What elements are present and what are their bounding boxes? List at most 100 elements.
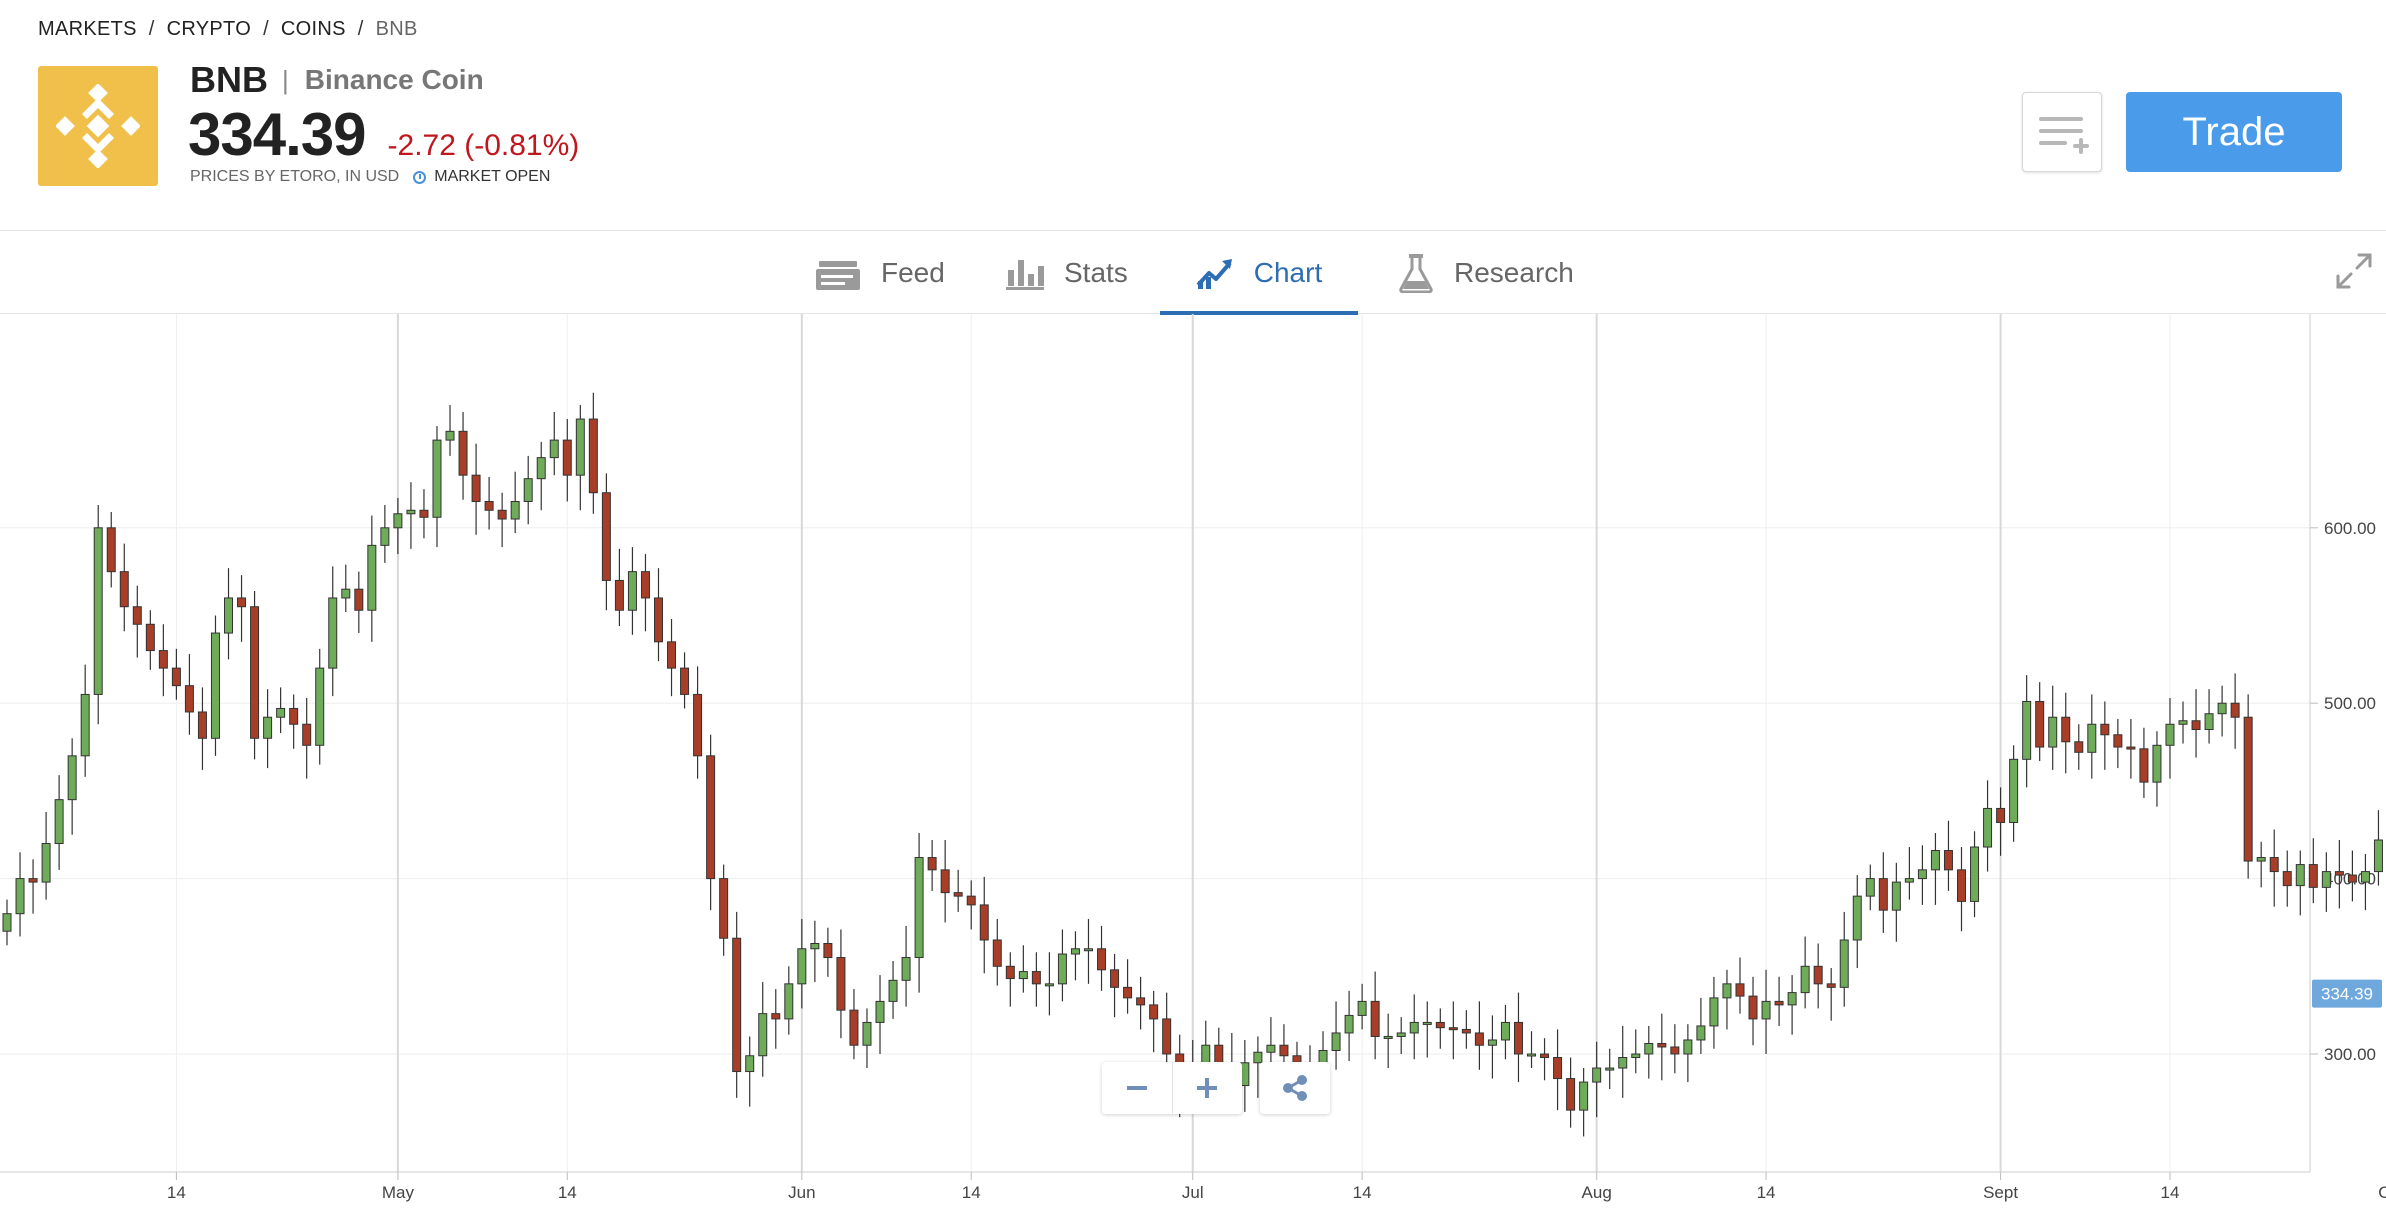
candle [1644,1042,1654,1055]
candle [1018,971,1028,980]
candle [875,1000,885,1023]
x-tick-label: 14 [1353,1183,1372,1202]
tab-stats-label: Stats [1064,256,1128,288]
zoom-in-button[interactable] [1171,1062,1243,1114]
candle [119,571,129,608]
instrument-name: Binance Coin [304,64,484,95]
x-tick-label: Aug [1582,1183,1612,1202]
instrument-symbol: BNB [190,59,268,100]
candle [1461,1028,1471,1034]
candle [2113,734,2123,748]
candle [1370,1000,1380,1037]
candle [1553,1057,1563,1080]
candle [276,707,286,718]
candle [836,957,846,1011]
candle [797,948,807,985]
candle [1031,971,1041,985]
trade-button-label: Trade [2182,109,2286,154]
current-price: 334.39 [188,101,367,168]
candle [171,667,181,687]
candle [1878,878,1888,911]
candle [184,685,194,713]
candle [1253,1051,1263,1064]
candle [1435,1021,1445,1029]
candle [680,667,690,695]
candle [2087,723,2097,753]
candle [1722,983,1732,999]
tab-stats[interactable]: Stats [1006,231,1128,314]
candle [1396,1032,1406,1037]
candle [1162,1018,1172,1055]
candle [888,979,898,1002]
candle [484,500,494,511]
candle [1409,1021,1419,1034]
candle [1500,1021,1510,1041]
candle [1904,878,1914,883]
add-to-watchlist-button[interactable] [2022,92,2102,172]
candle [1123,986,1133,999]
candle [1618,1057,1628,1069]
candle [1670,1046,1680,1055]
candle [562,439,572,476]
candle [1996,807,2006,823]
breadcrumb-crypto[interactable]: CRYPTO [166,18,252,40]
tab-research[interactable]: Research [1398,231,1574,314]
binance-logo-icon [38,66,158,186]
candle [2139,748,2149,783]
tab-feed[interactable]: Feed [815,231,945,314]
candle [1357,1000,1367,1016]
candle [106,527,116,573]
tab-chart[interactable]: Chart [1160,231,1358,315]
candle [1631,1053,1641,1059]
candle [1605,1067,1615,1071]
candle [406,509,416,515]
candle [719,878,729,939]
candle [328,597,338,669]
breadcrumb-markets[interactable]: MARKETS [38,18,137,40]
candle [497,509,507,520]
candle [445,430,455,441]
expand-chart-button[interactable] [2334,251,2374,296]
candle [2334,871,2344,876]
candle [1422,1021,1432,1025]
x-tick-label: Jun [788,1183,815,1202]
candle [1527,1053,1537,1057]
candle [2321,871,2331,888]
candle [1852,895,1862,941]
candle [1005,965,1015,980]
candle [771,1013,781,1020]
candle [2256,857,2266,862]
y-tick-label: 300.00 [2324,1045,2376,1064]
candlestick-chart: 300.00400.00500.00600.0014May14Jun14Jul1… [0,314,2386,1202]
x-tick-label: May [382,1183,415,1202]
breadcrumb-coins[interactable]: COINS [280,18,346,40]
candle [640,571,650,599]
price-chart[interactable]: 300.00400.00500.00600.0014May14Jun14Jul1… [0,314,2386,1218]
candle [1540,1053,1550,1059]
candle [862,1021,872,1046]
candle [693,693,703,757]
candle [1057,953,1067,985]
candle [2061,716,2071,743]
candle [966,895,976,906]
candle [1813,965,1823,985]
candle [1826,983,1836,988]
candle [901,957,911,981]
share-chart-button[interactable] [1260,1062,1330,1114]
candle [1865,878,1875,897]
candle [849,1009,859,1046]
candle [706,755,716,880]
trade-button[interactable]: Trade [2126,92,2342,172]
candle [393,513,403,529]
zoom-out-button[interactable] [1102,1062,1172,1114]
candle [1149,1004,1159,1020]
price-change: -2.72 (-0.81%) [387,129,580,162]
candle [1957,869,1966,902]
candle [1787,992,1797,1006]
candle [2282,871,2292,887]
chart-icon [1196,257,1234,289]
candle [158,650,168,669]
x-tick-label: 14 [558,1183,577,1202]
candle [1891,881,1901,911]
candle [1943,850,1953,871]
